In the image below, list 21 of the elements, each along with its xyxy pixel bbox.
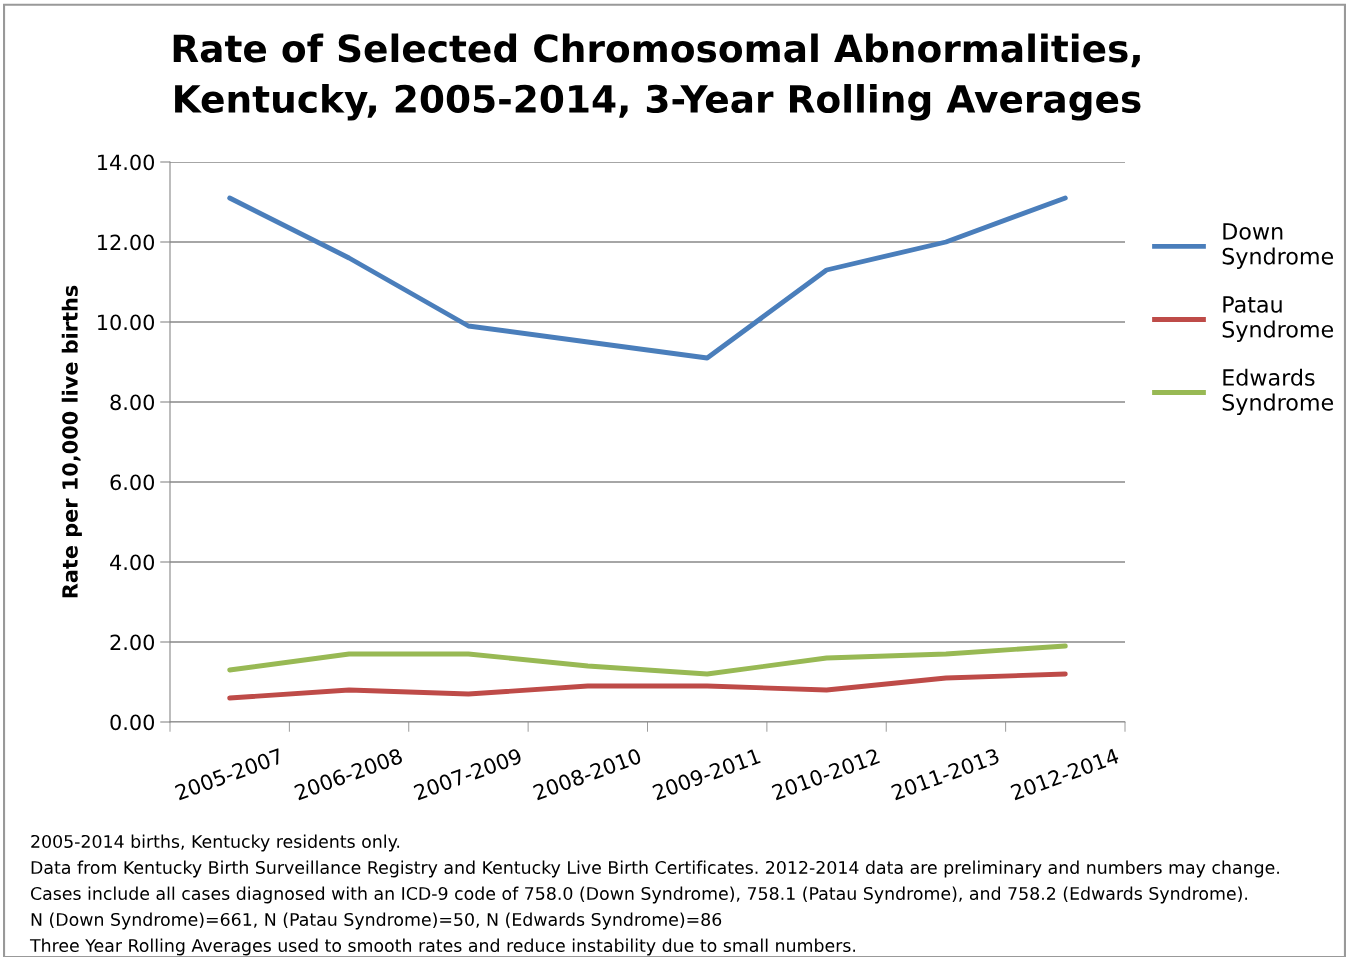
legend-label: Edwards Syndrome bbox=[1222, 368, 1334, 416]
y-tick-label: 0.00 bbox=[110, 714, 155, 731]
text: Three Year Rolling Averages used to smooth rates and reduce instability due to small numbers. bbox=[29, 938, 856, 956]
y-tick-label: 12.00 bbox=[98, 234, 155, 251]
line-series bbox=[227, 671, 1068, 701]
text: Cases include all cases diagnosed with an ICD-9 code of 758.0 (Down Syndrome), 758.1 (Patau Syndrome), and 758.2 (Edwards Syndrome). bbox=[30, 886, 1248, 904]
y-tick-label: 10.00 bbox=[98, 314, 155, 331]
text: N (Down Syndrome)=661, N (Patau Syndrome)=50, N (Edwards Syndrome)=86 bbox=[31, 912, 722, 930]
text: 2005-2014 births, Kentucky residents only. bbox=[31, 834, 400, 852]
y-tick-label: 2.00 bbox=[110, 634, 155, 651]
y-tick-label: 4.00 bbox=[110, 554, 155, 571]
legend-label: Down Syndrome bbox=[1222, 223, 1334, 269]
text: Data from Kentucky Birth Surveillance Registry and Kentucky Live Birth Certificates. 2012-2014 data are preliminary and numbers may change. bbox=[31, 860, 1279, 878]
chart-title: Rate of Selected Chromosomal Abnormalities, Kentucky, 2005-2014, 3-Year Rolling Averages bbox=[173, 33, 1141, 121]
y-tick-label: 6.00 bbox=[110, 474, 155, 491]
legend-label: Patau Syndrome bbox=[1222, 296, 1334, 342]
line-series bbox=[227, 643, 1068, 677]
y-tick-label: 8.00 bbox=[110, 394, 155, 411]
line-series bbox=[227, 195, 1068, 361]
y-axis-title: Rate per 10,000 live births bbox=[61, 285, 82, 598]
y-tick-label: 14.00 bbox=[98, 154, 155, 171]
